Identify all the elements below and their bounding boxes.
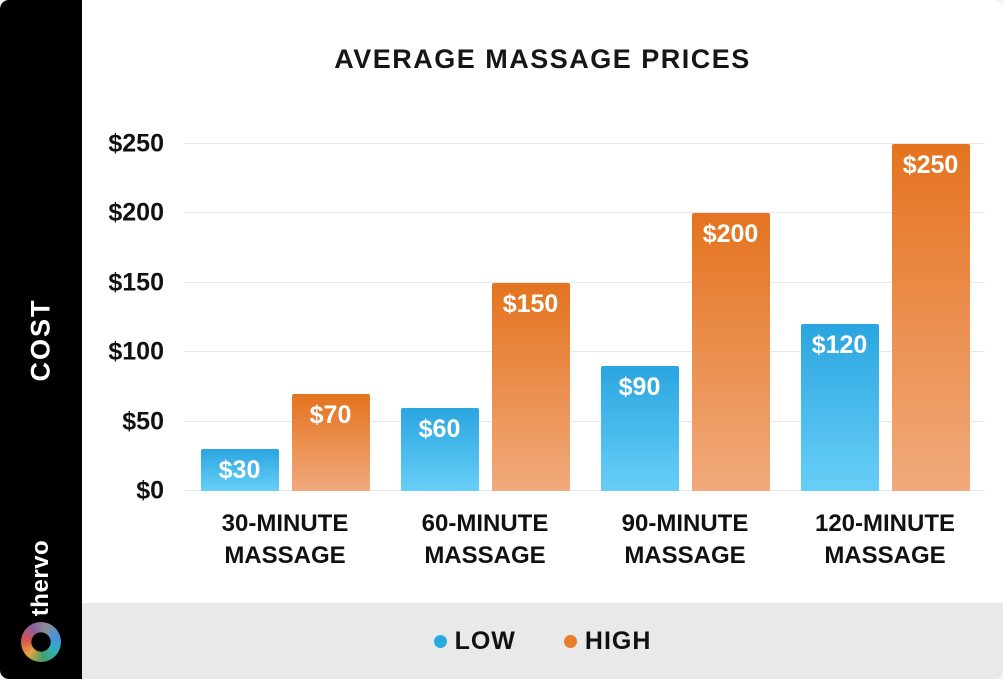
bar-value-label: $90 xyxy=(618,373,661,402)
legend-dot-high-icon xyxy=(563,634,577,648)
bar-value-label: $70 xyxy=(309,400,352,429)
bar-low-90-minute-massage: $90 xyxy=(600,366,679,491)
bar-value-label: $120 xyxy=(811,331,868,360)
x-axis-labels: 30-MINUTE MASSAGE 60-MINUTE MASSAGE 90-MIN… xyxy=(185,508,985,573)
legend-item-low: LOW xyxy=(433,626,516,656)
y-tick-label: $250 xyxy=(108,129,164,158)
gridline xyxy=(185,351,985,353)
bar-low-30-minute-massage: $30 xyxy=(200,449,279,491)
bar-high-120-minute-massage: $250 xyxy=(891,144,970,491)
plot-area: $0 $50 $100 $150 $200 $250 $30 $70 $60 $150 $90 $2… xyxy=(108,130,985,505)
bar-value-label: $200 xyxy=(702,220,759,249)
bar-high-90-minute-massage: $200 xyxy=(691,213,770,491)
y-tick-label: $150 xyxy=(108,268,164,297)
bar-high-30-minute-massage: $70 xyxy=(291,393,370,491)
y-tick-label: $50 xyxy=(122,407,164,436)
gridline xyxy=(185,212,985,214)
gridline xyxy=(185,143,985,144)
thervo-logo-icon xyxy=(21,622,61,662)
x-category-label: 30-MINUTE MASSAGE xyxy=(221,510,349,570)
x-category-label: 120-MINUTE MASSAGE xyxy=(814,510,956,570)
y-tick-label: $0 xyxy=(136,476,164,505)
chart-title: AVERAGE MASSAGE PRICES xyxy=(334,44,751,74)
bar-groups: $30 $70 $60 $150 $90 $200 $120 $250 xyxy=(185,144,985,491)
bar-value-label: $150 xyxy=(502,289,559,318)
y-axis-title: COST xyxy=(25,298,56,382)
legend-dot-low-icon xyxy=(433,634,447,648)
bar-group: $120 $250 xyxy=(785,144,985,491)
sidebar: COST thervo xyxy=(0,0,82,679)
legend-label: HIGH xyxy=(584,626,652,655)
bar-group: $90 $200 xyxy=(585,144,785,491)
bar-group: $30 $70 xyxy=(185,144,385,491)
y-tick-label: $200 xyxy=(108,198,164,227)
gridline xyxy=(185,420,985,422)
bar-low-120-minute-massage: $120 xyxy=(800,324,879,491)
brand-name: thervo xyxy=(27,539,54,617)
bar-group: $60 $150 xyxy=(385,144,585,491)
gridline xyxy=(185,490,985,491)
x-category-label: 90-MINUTE MASSAGE xyxy=(621,510,749,570)
bar-high-60-minute-massage: $150 xyxy=(491,282,570,491)
bar-low-60-minute-massage: $60 xyxy=(400,407,479,491)
legend-label: LOW xyxy=(454,626,516,655)
y-tick-label: $100 xyxy=(108,337,164,366)
x-category-label: 60-MINUTE MASSAGE xyxy=(421,510,549,570)
bar-value-label: $60 xyxy=(418,414,461,443)
legend-item-high: HIGH xyxy=(563,626,652,656)
bar-value-label: $250 xyxy=(902,151,959,179)
bar-value-label: $30 xyxy=(218,456,261,485)
gridline xyxy=(185,281,985,283)
legend: LOW HIGH xyxy=(82,603,1003,679)
